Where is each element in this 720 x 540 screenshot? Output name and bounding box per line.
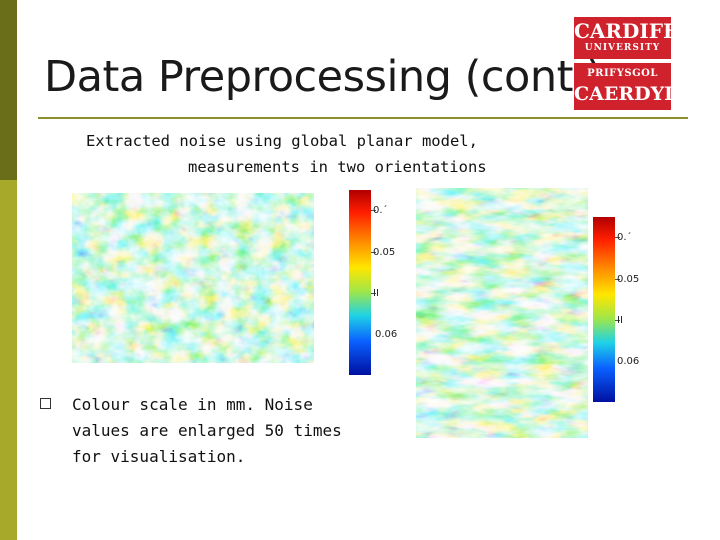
colorbar-left-tick-3: II <box>373 288 379 299</box>
caption-line-1: Extracted noise using global planar mode… <box>86 132 478 150</box>
logo-text-prifysgol: PRIFYSGOL <box>587 68 658 79</box>
colorbar-left-tickmark-3 <box>371 293 376 294</box>
logo-english-block: CARDIFF UNIVERSITY <box>574 17 678 59</box>
noise-map-orientation-2 <box>416 188 588 438</box>
noise-map-2-image <box>416 188 588 438</box>
bullet-text-colour-scale: Colour scale in mm. Noise values are enl… <box>72 395 342 466</box>
noise-map-orientation-1 <box>72 193 314 363</box>
noise-map-1-image <box>72 193 314 363</box>
figure-caption: Extracted noise using global planar mode… <box>86 128 487 180</box>
logo-text-cardiff: CARDIFF <box>574 19 678 43</box>
colorbar-right-tickmark-1 <box>615 237 620 238</box>
colorbar-left-tickmark-1 <box>371 210 376 211</box>
colorbar-left-tick-1: 0.´ <box>373 205 388 216</box>
title-divider <box>38 117 688 119</box>
colorbar-right-tick-3: II <box>617 315 623 326</box>
logo-welsh-block: PRIFYSGOL CAERDYD <box>574 63 681 110</box>
colorbar-left-tick-4: 0.06 <box>375 329 398 340</box>
colorbar-right-tickmark-3 <box>615 320 620 321</box>
colorbar-left <box>349 190 371 375</box>
sidebar-accent-dark <box>0 0 17 180</box>
colorbar-right-tick-1: 0.´ <box>617 232 632 243</box>
colorbar-left-tick-2: 0.05 <box>373 247 396 258</box>
colorbar-right-tick-4: 0.06 <box>617 356 640 367</box>
slide-title: Data Preprocessing (cont.) <box>44 52 603 102</box>
colorbar-right-tickmark-2 <box>615 279 620 280</box>
cardiff-university-logo: CARDIFF UNIVERSITY PRIFYSGOL CAERDYD <box>574 17 681 110</box>
colorbar-left-tickmark-2 <box>371 252 376 253</box>
colorbar-right <box>593 217 615 402</box>
caption-line-2: measurements in two orientations <box>188 158 487 176</box>
logo-text-university: UNIVERSITY <box>584 43 661 53</box>
sidebar-accent-light <box>0 180 17 540</box>
square-bullet-icon <box>40 398 51 409</box>
colorbar-right-tick-2: 0.05 <box>617 274 640 285</box>
logo-text-caerdydd: CAERDYD <box>574 83 681 105</box>
